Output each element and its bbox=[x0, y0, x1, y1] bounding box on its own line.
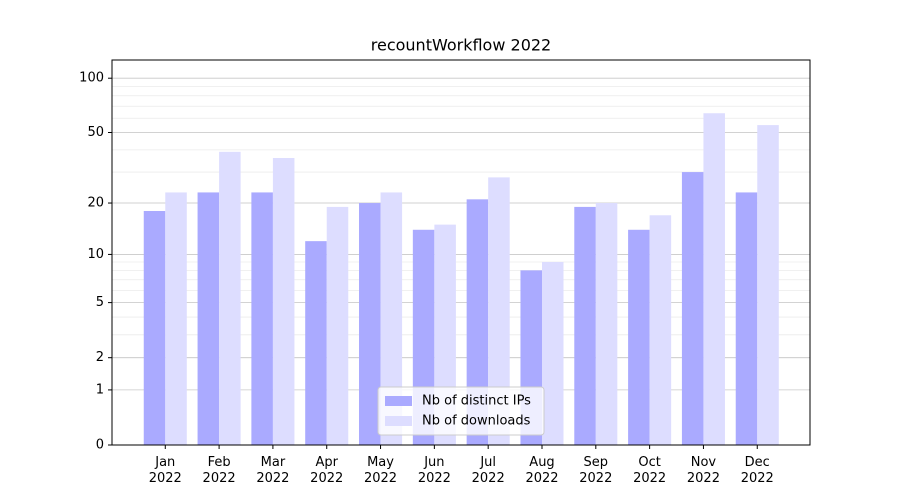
x-tick-label-line: 2022 bbox=[149, 471, 182, 486]
x-tick-label: Apr 2022 bbox=[310, 455, 343, 486]
bar bbox=[574, 206, 596, 445]
y-tick-label: 0 bbox=[96, 438, 104, 453]
x-tick-label: Jul 2022 bbox=[472, 455, 505, 486]
bar bbox=[541, 261, 564, 445]
legend-box bbox=[377, 386, 545, 436]
legend-label: Nb of distinct IPs bbox=[422, 394, 531, 409]
x-tick-label-line: Apr bbox=[315, 455, 338, 470]
bar bbox=[165, 192, 187, 445]
x-tick-label: Jan 2022 bbox=[149, 455, 182, 486]
x-tick-label-line: Jan bbox=[154, 455, 175, 470]
bar bbox=[359, 203, 381, 445]
bar bbox=[326, 206, 349, 445]
x-tick-label: May 2022 bbox=[364, 455, 397, 486]
x-tick-label: Dec 2022 bbox=[741, 455, 774, 486]
legend-label: Nb of downloads bbox=[422, 414, 531, 429]
bar bbox=[703, 113, 725, 446]
x-tick-label: Mar 2022 bbox=[256, 455, 289, 486]
x-tick-label-line: Aug bbox=[529, 455, 554, 470]
x-tick-label-line: Feb bbox=[208, 455, 231, 470]
x-tick-label-line: 2022 bbox=[418, 471, 451, 486]
x-tick-label-line: 2022 bbox=[525, 471, 558, 486]
y-tick-label: 5 bbox=[96, 295, 104, 310]
x-tick-label: Feb 2022 bbox=[203, 455, 236, 486]
bar bbox=[197, 192, 220, 445]
bar bbox=[143, 210, 166, 445]
x-tick-label-line: 2022 bbox=[687, 471, 720, 486]
bar bbox=[466, 199, 489, 445]
bar bbox=[649, 215, 672, 445]
bar bbox=[305, 241, 327, 445]
x-tick-label-line: May bbox=[367, 455, 394, 470]
x-tick-label-line: Dec bbox=[745, 455, 770, 470]
bar bbox=[251, 192, 273, 445]
x-tick-label: Nov 2022 bbox=[687, 455, 720, 486]
x-tick-label-line: Sep bbox=[584, 455, 609, 470]
x-tick-label-line: 2022 bbox=[633, 471, 666, 486]
x-tick-label-line: 2022 bbox=[256, 471, 289, 486]
x-tick-label-line: 2022 bbox=[472, 471, 505, 486]
x-tick-label-line: Jun bbox=[423, 455, 444, 470]
x-tick-label-line: Nov bbox=[691, 455, 717, 470]
x-tick-label: Aug 2022 bbox=[525, 455, 558, 486]
x-tick-label-line: 2022 bbox=[741, 471, 774, 486]
bar bbox=[219, 151, 241, 445]
bar bbox=[380, 192, 403, 445]
legend-swatch bbox=[385, 396, 412, 406]
bar bbox=[757, 125, 779, 445]
x-tick-label-line: Mar bbox=[261, 455, 286, 470]
y-tick-label: 10 bbox=[87, 247, 104, 262]
bar bbox=[488, 177, 510, 445]
plot-frame bbox=[111, 59, 811, 446]
x-tick-label-line: 2022 bbox=[203, 471, 236, 486]
x-tick-label: Sep 2022 bbox=[579, 455, 612, 486]
y-tick-label: 1 bbox=[96, 382, 104, 397]
x-tick-label-line: 2022 bbox=[579, 471, 612, 486]
bar bbox=[272, 158, 295, 445]
bar bbox=[628, 229, 650, 445]
y-tick-label: 2 bbox=[96, 350, 104, 365]
x-tick-label-line: Jul bbox=[479, 455, 496, 470]
x-tick-label: Jun 2022 bbox=[418, 455, 451, 486]
bar bbox=[735, 192, 758, 445]
legend-swatch bbox=[385, 416, 412, 426]
y-tick-label: 50 bbox=[87, 125, 104, 140]
x-tick-label: Oct 2022 bbox=[633, 455, 666, 486]
bar bbox=[681, 172, 704, 445]
x-tick-label-line: 2022 bbox=[364, 471, 397, 486]
y-tick-label: 20 bbox=[87, 196, 104, 211]
chart-title: recountWorkflow 2022 bbox=[371, 36, 551, 55]
x-tick-label-line: 2022 bbox=[310, 471, 343, 486]
y-tick-label: 100 bbox=[79, 71, 104, 86]
bar bbox=[595, 203, 618, 445]
x-tick-label-line: Oct bbox=[638, 455, 660, 470]
